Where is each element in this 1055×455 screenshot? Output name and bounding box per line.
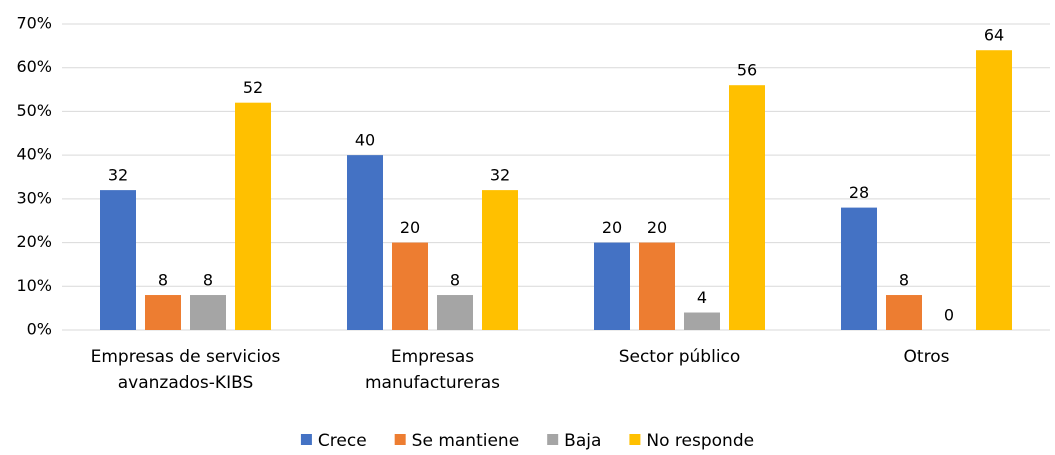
data-label: 32 xyxy=(490,166,510,185)
bar xyxy=(190,295,226,330)
x-tick-label: Empresas manufactureras xyxy=(364,347,501,393)
data-label: 64 xyxy=(984,26,1004,45)
legend-label: Se mantiene xyxy=(412,431,520,451)
data-label: 8 xyxy=(899,271,909,290)
legend-label: No responde xyxy=(646,431,754,451)
bar xyxy=(976,50,1012,330)
data-label: 4 xyxy=(697,288,707,307)
y-tick-label: 30% xyxy=(16,188,52,207)
legend-swatch xyxy=(547,434,559,445)
y-tick-label: 50% xyxy=(16,101,52,120)
data-label: 8 xyxy=(450,271,460,290)
bar xyxy=(729,85,765,330)
y-tick-label: 20% xyxy=(16,232,52,251)
legend-label: Baja xyxy=(564,431,601,451)
y-tick-label: 0% xyxy=(27,320,52,339)
bar xyxy=(639,242,675,330)
data-label: 20 xyxy=(400,218,420,237)
data-label: 32 xyxy=(108,166,128,185)
legend-swatch xyxy=(629,434,641,445)
bar xyxy=(886,295,922,330)
bar xyxy=(392,242,428,330)
data-label: 20 xyxy=(647,218,667,237)
legend-label: Crece xyxy=(318,431,367,451)
x-tick-label: Otros xyxy=(903,347,950,367)
bar xyxy=(145,295,181,330)
x-tick-label: Empresas de servicios avanzados-KIBS xyxy=(90,347,281,393)
x-tick-label: Sector público xyxy=(618,347,741,367)
legend-swatch xyxy=(394,434,406,445)
bar xyxy=(684,312,720,330)
bar xyxy=(347,155,383,330)
data-label: 0 xyxy=(944,306,954,325)
bar xyxy=(437,295,473,330)
data-label: 20 xyxy=(602,218,622,237)
data-label: 8 xyxy=(203,271,213,290)
legend-swatch xyxy=(300,434,312,445)
bar xyxy=(100,190,136,330)
data-label: 52 xyxy=(243,78,263,97)
bar xyxy=(482,190,518,330)
y-tick-label: 70% xyxy=(16,14,52,33)
bar xyxy=(594,242,630,330)
y-tick-label: 10% xyxy=(16,276,52,295)
data-label: 40 xyxy=(355,131,375,150)
y-tick-label: 60% xyxy=(16,57,52,76)
y-tick-label: 40% xyxy=(16,145,52,164)
bar xyxy=(235,102,271,330)
data-label: 8 xyxy=(158,271,168,290)
data-label: 28 xyxy=(849,183,869,202)
bar xyxy=(841,207,877,330)
data-label: 56 xyxy=(737,61,757,80)
